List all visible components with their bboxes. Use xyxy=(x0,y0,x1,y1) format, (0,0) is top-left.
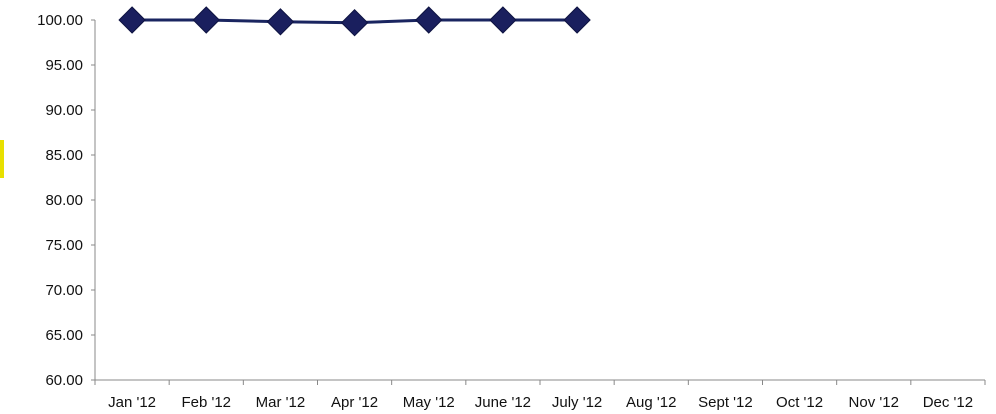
data-point xyxy=(118,6,146,34)
y-tick-label: 85.00 xyxy=(45,147,83,164)
data-point xyxy=(340,8,369,37)
x-tick-label: Oct '12 xyxy=(776,394,823,411)
x-tick-label: Jan '12 xyxy=(108,394,156,411)
x-axis: Jan '12 Feb '12 Mar '12 Apr '12 May '12 June … xyxy=(94,379,986,411)
x-tick-label: Dec '12 xyxy=(923,394,973,411)
x-tick-label: July '12 xyxy=(552,394,602,411)
data-point xyxy=(266,8,295,36)
y-tick-label: 80.00 xyxy=(45,192,83,209)
y-tick-label: 65.00 xyxy=(45,327,83,344)
x-tick-label: Apr '12 xyxy=(331,394,378,411)
x-tick-label: May '12 xyxy=(403,394,455,411)
data-point xyxy=(415,6,443,34)
data-point xyxy=(192,6,220,34)
x-tick-label: Aug '12 xyxy=(626,394,676,411)
x-tick-label: Nov '12 xyxy=(849,394,899,411)
y-tick-label: 100.00 xyxy=(37,12,83,29)
x-tick-label: Feb '12 xyxy=(181,394,231,411)
series xyxy=(118,6,591,37)
y-tick-label: 75.00 xyxy=(45,237,83,254)
x-tick-label: June '12 xyxy=(475,394,531,411)
left-edge-highlight xyxy=(0,140,4,178)
data-point xyxy=(563,6,591,34)
y-tick-label: 90.00 xyxy=(45,102,83,119)
x-tick-label: Sept '12 xyxy=(698,394,753,411)
y-tick-label: 95.00 xyxy=(45,57,83,74)
data-point xyxy=(489,6,517,34)
y-tick-label: 60.00 xyxy=(45,372,83,389)
x-tick-label: Mar '12 xyxy=(256,394,306,411)
y-axis: 60.00 65.00 70.00 75.00 80.00 85.00 90.00 95.00… xyxy=(37,12,96,389)
y-tick-label: 70.00 xyxy=(45,282,83,299)
